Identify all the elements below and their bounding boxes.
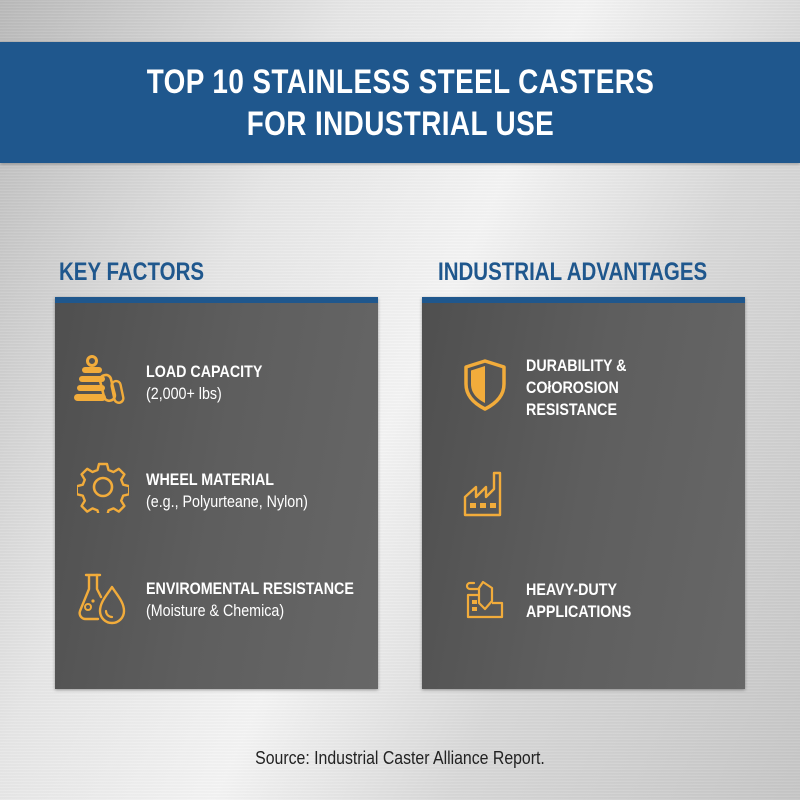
wheel-material-text: WHEEL MATERIAL (e.g., Polyurteane, Nylon… xyxy=(146,469,308,513)
page-title-line-2: FOR INDUSTRIAL USE xyxy=(246,104,554,143)
durability-line-2: COłOROSION xyxy=(526,378,619,397)
load-capacity-subtitle: (2,000+ lbs) xyxy=(146,384,222,403)
key-factors-panel: LOAD CAPACITY (2,000+ lbs) WHEEL MATERIA… xyxy=(55,297,378,689)
key-factors-heading: KEY FACTORS xyxy=(59,258,205,286)
source-caption: Source: Industrial Caster Alliance Repor… xyxy=(255,748,545,768)
factory-icon xyxy=(462,467,522,527)
wheel-material-subtitle: (e.g., Polyurteane, Nylon) xyxy=(146,492,308,511)
heavy-duty-line-1: HEAVY-DUTY xyxy=(526,580,617,599)
environmental-resistance-text: ENVIROMENTAL RESISTANCE (Moisture & Chem… xyxy=(146,578,354,622)
title-banner: TOP 10 STAINLESS STEEL CASTERS FOR INDUS… xyxy=(0,42,800,163)
load-capacity-text: LOAD CAPACITY (2,000+ lbs) xyxy=(146,361,262,405)
durability-line-1: DURABILITY & xyxy=(526,356,627,375)
durability-line-3: RESISTANCE xyxy=(526,400,617,419)
heavy-duty-line-2: APPLICATIONS xyxy=(526,602,632,621)
flask-droplet-icon xyxy=(76,571,136,631)
load-weights-icon xyxy=(73,353,133,413)
environmental-resistance-subtitle: (Moisture & Chemica) xyxy=(146,601,285,620)
shield-icon xyxy=(462,358,522,418)
industrial-advantages-panel: DURABILITY & COłOROSION RESISTANCE HEAVY… xyxy=(422,297,745,689)
heavy-duty-text: HEAVY-DUTY APPLICATIONS xyxy=(526,579,631,623)
load-capacity-title: LOAD CAPACITY xyxy=(146,362,263,381)
heavy-machine-icon xyxy=(464,579,524,639)
wheel-material-title: WHEEL MATERIAL xyxy=(146,470,274,489)
gear-icon xyxy=(75,461,137,521)
environmental-resistance-title: ENVIROMENTAL RESISTANCE xyxy=(146,579,354,598)
page-title-line-1: TOP 10 STAINLESS STEEL CASTERS xyxy=(146,62,654,101)
industrial-advantages-heading: INDUSTRIAL ADVANTAGES xyxy=(438,258,708,286)
durability-text: DURABILITY & COłOROSION RESISTANCE xyxy=(526,355,626,421)
